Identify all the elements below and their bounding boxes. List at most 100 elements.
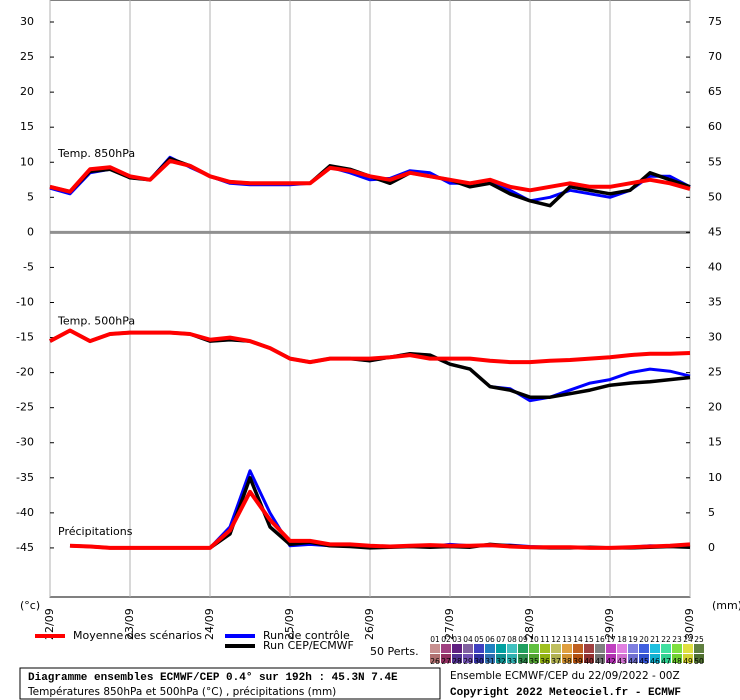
perturbation-swatch: [639, 654, 649, 663]
perturbation-label: 02: [441, 635, 451, 644]
perturbation-label: 04: [463, 635, 473, 644]
perturbation-label: 05: [474, 635, 484, 644]
y-tick-label: -30: [16, 436, 34, 449]
perturbation-swatch: [584, 644, 594, 653]
y-tick-label: 25: [20, 50, 34, 63]
y-tick-label: -10: [16, 295, 34, 308]
y-tick-label: 0: [27, 225, 34, 238]
perturbation-swatch: [595, 644, 605, 653]
y2-tick-label: 0: [708, 541, 715, 554]
x-tick-label: 30/09: [683, 608, 696, 640]
perturbation-label: 06: [485, 635, 495, 644]
y-tick-label: 20: [20, 85, 34, 98]
perturbation-swatch: [529, 654, 539, 663]
series-line: [69, 489, 691, 550]
perturbation-label: 22: [661, 635, 671, 644]
x-tick-label: 27/09: [443, 608, 456, 640]
perturbation-swatch: [518, 644, 528, 653]
perturbation-swatch: [551, 644, 561, 653]
perturbation-swatch: [474, 654, 484, 663]
perturbation-swatch: [683, 644, 693, 653]
perturbation-label: 08: [507, 635, 517, 644]
perturbation-swatch: [628, 654, 638, 663]
y2-unit: (mm): [712, 599, 740, 612]
perturbation-label: 19: [628, 635, 638, 644]
perturbation-label: 15: [584, 635, 594, 644]
x-tick-label: 29/09: [603, 608, 616, 640]
footer-copyright: Copyright 2022 Meteociel.fr - ECMWF: [450, 687, 681, 699]
y-tick-label: -40: [16, 506, 34, 519]
footer-run: Ensemble ECMWF/CEP du 22/09/2022 - 00Z: [450, 670, 680, 682]
perturbation-label: 27: [441, 657, 451, 666]
perturbation-label: 17: [606, 635, 616, 644]
annotation: Temp. 850hPa: [57, 147, 135, 160]
x-tick-label: 24/09: [203, 608, 216, 640]
perturbation-swatch: [650, 654, 660, 663]
legend-label: Run CEP/ECMWF: [263, 639, 354, 652]
perturbation-label: 28: [452, 657, 462, 666]
y2-tick-label: 60: [708, 120, 722, 133]
perturbation-label: 23: [672, 635, 682, 644]
perturbation-swatch: [562, 654, 572, 663]
perturbation-label: 26: [430, 657, 440, 666]
y-tick-label: -20: [16, 366, 34, 379]
perturbation-swatch: [518, 654, 528, 663]
perturbation-swatch: [507, 644, 517, 653]
perturbation-swatch: [672, 644, 682, 653]
y2-tick-label: 15: [708, 436, 722, 449]
perturbation-swatch: [463, 654, 473, 663]
perturbation-swatch: [694, 644, 704, 653]
y-tick-label: -15: [16, 331, 34, 344]
perturbation-swatch: [683, 654, 693, 663]
perturbation-label: 07: [496, 635, 506, 644]
perturbation-label: 41: [595, 657, 605, 666]
x-tick-label: 23/09: [123, 608, 136, 640]
legend-label: Run de contrôle: [263, 629, 350, 642]
y-tick-label: -5: [23, 260, 34, 273]
perturbation-swatch: [441, 654, 451, 663]
y2-tick-label: 70: [708, 50, 722, 63]
y-tick-label: -35: [16, 471, 34, 484]
perturbation-swatch: [562, 644, 572, 653]
perturbation-swatch: [617, 654, 627, 663]
perturbation-swatch: [639, 644, 649, 653]
perturbations-label: 50 Perts.: [370, 645, 419, 658]
perturbation-label: 09: [518, 635, 528, 644]
y-tick-label: -25: [16, 401, 34, 414]
y2-tick-label: 25: [708, 366, 722, 379]
perturbation-swatch: [650, 644, 660, 653]
series-line: [49, 328, 691, 365]
perturbation-label: 16: [595, 635, 605, 644]
perturbation-label: 36: [540, 657, 550, 666]
y2-tick-label: 5: [708, 506, 715, 519]
y-tick-label: 5: [27, 190, 34, 203]
perturbation-label: 47: [661, 657, 671, 666]
footer-title: Diagramme ensembles ECMWF/CEP 0.4° sur 1…: [28, 672, 398, 684]
y-tick-label: -45: [16, 541, 34, 554]
perturbation-label: 50: [694, 657, 704, 666]
perturbation-swatch: [452, 654, 462, 663]
perturbation-swatch: [595, 654, 605, 663]
legend-label: Moyenne des scénarios: [73, 629, 202, 642]
perturbation-swatch: [463, 644, 473, 653]
y2-tick-label: 10: [708, 471, 722, 484]
y2-tick-label: 40: [708, 260, 722, 273]
y-tick-label: 30: [20, 15, 34, 28]
perturbation-label: 25: [694, 635, 704, 644]
perturbation-label: 40: [584, 657, 594, 666]
perturbation-label: 03: [452, 635, 462, 644]
perturbation-label: 24: [683, 635, 693, 644]
y2-tick-label: 30: [708, 331, 722, 344]
perturbation-swatch: [441, 644, 451, 653]
series-line: [49, 158, 691, 194]
perturbation-swatch: [617, 644, 627, 653]
perturbation-swatch: [485, 644, 495, 653]
perturbation-swatch: [430, 644, 440, 653]
y2-tick-label: 45: [708, 225, 722, 238]
perturbation-label: 31: [485, 657, 495, 666]
perturbation-swatch: [507, 654, 517, 663]
perturbation-label: 44: [628, 657, 638, 666]
perturbation-label: 37: [551, 657, 561, 666]
perturbation-swatch: [661, 644, 671, 653]
